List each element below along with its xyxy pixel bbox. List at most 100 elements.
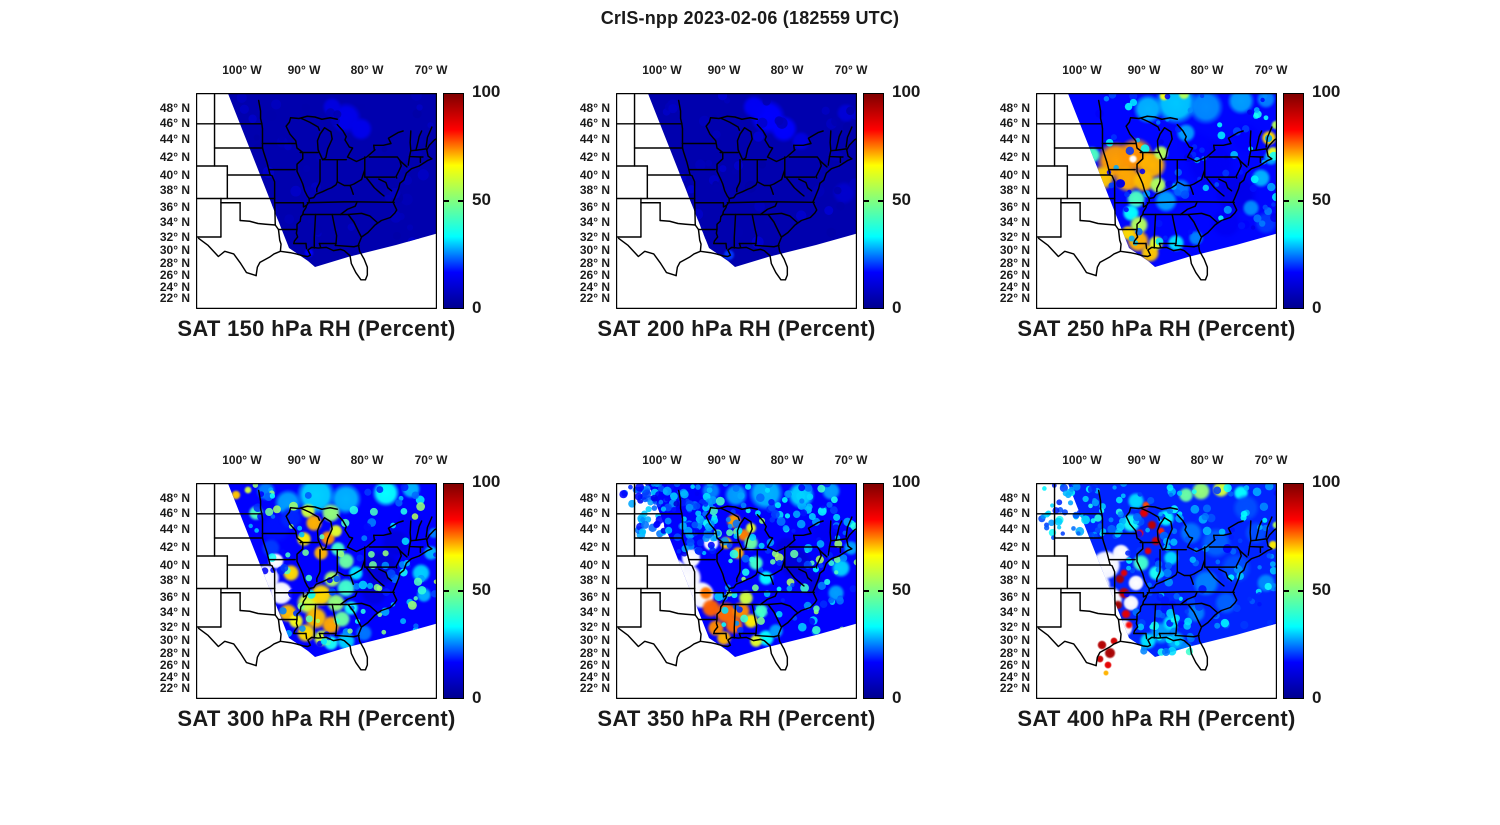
- panel-sat-400: 48° N 46° N 44° N 42° N 40° N 38° N 36° N 34° N…: [1000, 453, 1341, 731]
- map-plot: [1036, 483, 1277, 699]
- colorbar-tick-label: 50: [892, 580, 911, 599]
- panel-sat-300: 48° N 46° N 44° N 42° N 40° N 38° N 36° N 34° N…: [160, 453, 501, 731]
- lat-tick-label: 38° N: [159, 183, 190, 197]
- colorbar-tick-50: [1284, 200, 1289, 202]
- lat-tick-label: 36° N: [999, 200, 1030, 214]
- colorbar-tick-label: 0: [892, 298, 902, 317]
- lat-tick-label: 40° N: [159, 168, 190, 182]
- lat-tick-label: 40° N: [999, 558, 1030, 572]
- colorbar: [1283, 483, 1304, 699]
- colorbar-tick-label: 100: [472, 472, 501, 491]
- lat-tick-label: 24° N: [999, 670, 1030, 684]
- lat-tick-label: 38° N: [579, 183, 610, 197]
- lon-tick-label: 70° W: [414, 453, 448, 467]
- panel-title: SAT 250 hPa RH (Percent): [1017, 316, 1296, 341]
- lon-tick-label: 100° W: [642, 453, 682, 467]
- lat-tick-label: 42° N: [159, 540, 190, 554]
- lon-tick-label: 80° W: [770, 63, 804, 77]
- lat-tick-label: 32° N: [999, 620, 1030, 634]
- colorbar-tick-label: 100: [1312, 82, 1341, 101]
- map-plot: [1036, 93, 1277, 309]
- lon-tick-label: 80° W: [1190, 63, 1224, 77]
- colorbar-tick-label: 0: [892, 688, 902, 707]
- lat-tick-label: 42° N: [579, 150, 610, 164]
- lat-tick-label: 48° N: [999, 101, 1030, 115]
- lat-tick-label: 30° N: [999, 243, 1030, 257]
- lat-tick-label: 46° N: [159, 116, 190, 130]
- lat-tick-label: 22° N: [999, 681, 1030, 695]
- colorbar-tick-50: [864, 590, 869, 592]
- lat-tick-label: 28° N: [999, 256, 1030, 270]
- lat-tick-label: 48° N: [159, 491, 190, 505]
- colorbar: [863, 483, 884, 699]
- lat-tick-label: 34° N: [579, 605, 610, 619]
- figure-title: CrIS-npp 2023-02-06 (182559 UTC): [600, 8, 900, 28]
- lat-tick-label: 36° N: [579, 590, 610, 604]
- lon-tick-label: 80° W: [350, 453, 384, 467]
- lat-tick-label: 36° N: [159, 200, 190, 214]
- lon-tick-label: 100° W: [222, 63, 262, 77]
- lat-tick-label: 48° N: [579, 101, 610, 115]
- lat-tick-label: 46° N: [159, 506, 190, 520]
- colorbar-tick-50: [1284, 590, 1289, 592]
- lat-tick-label: 30° N: [579, 633, 610, 647]
- lat-tick-label: 38° N: [579, 573, 610, 587]
- lat-tick-label: 34° N: [579, 215, 610, 229]
- lat-tick-label: 40° N: [579, 168, 610, 182]
- lon-tick-label: 70° W: [1254, 453, 1288, 467]
- lat-tick-label: 26° N: [999, 268, 1030, 282]
- lat-tick-label: 38° N: [159, 573, 190, 587]
- colorbar-tick-50: [444, 590, 449, 592]
- lon-tick-label: 70° W: [414, 63, 448, 77]
- panel-sat-150: 48° N 46° N 44° N 42° N 40° N 38° N 36° N 34° N…: [160, 63, 501, 341]
- lat-tick-label: 44° N: [159, 132, 190, 146]
- colorbar-tick-label: 0: [472, 298, 482, 317]
- lat-tick-label: 24° N: [999, 280, 1030, 294]
- colorbar: [863, 93, 884, 309]
- lat-tick-label: 26° N: [999, 658, 1030, 672]
- lat-tick-label: 26° N: [159, 268, 190, 282]
- lat-tick-label: 48° N: [999, 491, 1030, 505]
- lat-tick-label: 44° N: [159, 522, 190, 536]
- lat-tick-label: 30° N: [999, 633, 1030, 647]
- lat-tick-label: 26° N: [579, 268, 610, 282]
- colorbar-tick-label: 50: [1312, 580, 1331, 599]
- map-plot: [196, 483, 437, 699]
- colorbar: [1283, 93, 1304, 309]
- map-plot: [616, 93, 857, 309]
- colorbar-tick-label: 100: [892, 472, 921, 491]
- lat-tick-label: 44° N: [999, 522, 1030, 536]
- colorbar-tick-label: 0: [1312, 688, 1322, 707]
- lon-tick-label: 90° W: [707, 453, 741, 467]
- lat-tick-label: 30° N: [579, 243, 610, 257]
- lon-tick-label: 100° W: [1062, 453, 1102, 467]
- lat-tick-label: 24° N: [579, 280, 610, 294]
- lat-tick-label: 46° N: [579, 116, 610, 130]
- lat-tick-label: 46° N: [999, 116, 1030, 130]
- colorbar-tick-label: 100: [1312, 472, 1341, 491]
- lon-tick-label: 70° W: [1254, 63, 1288, 77]
- lat-tick-label: 24° N: [159, 670, 190, 684]
- panel-sat-250: 48° N 46° N 44° N 42° N 40° N 38° N 36° N 34° N…: [1000, 63, 1341, 341]
- lat-tick-label: 42° N: [999, 540, 1030, 554]
- map-plot: [196, 93, 437, 309]
- panel-title: SAT 300 hPa RH (Percent): [177, 706, 456, 731]
- lat-tick-label: 22° N: [579, 681, 610, 695]
- lat-tick-label: 28° N: [579, 256, 610, 270]
- colorbar-tick-50: [878, 200, 883, 202]
- lon-tick-label: 100° W: [222, 453, 262, 467]
- lat-tick-label: 30° N: [159, 633, 190, 647]
- lat-tick-label: 26° N: [579, 658, 610, 672]
- lon-tick-label: 90° W: [287, 63, 321, 77]
- colorbar: [443, 93, 464, 309]
- lon-tick-label: 70° W: [834, 453, 868, 467]
- colorbar-tick-label: 50: [892, 190, 911, 209]
- lat-tick-label: 46° N: [999, 506, 1030, 520]
- colorbar-tick-50: [878, 590, 883, 592]
- colorbar-tick-label: 0: [1312, 298, 1322, 317]
- map-canvas: [1036, 93, 1277, 309]
- lat-tick-label: 40° N: [999, 168, 1030, 182]
- panel-sat-200: 48° N 46° N 44° N 42° N 40° N 38° N 36° N 34° N…: [580, 63, 921, 341]
- lon-tick-label: 70° W: [834, 63, 868, 77]
